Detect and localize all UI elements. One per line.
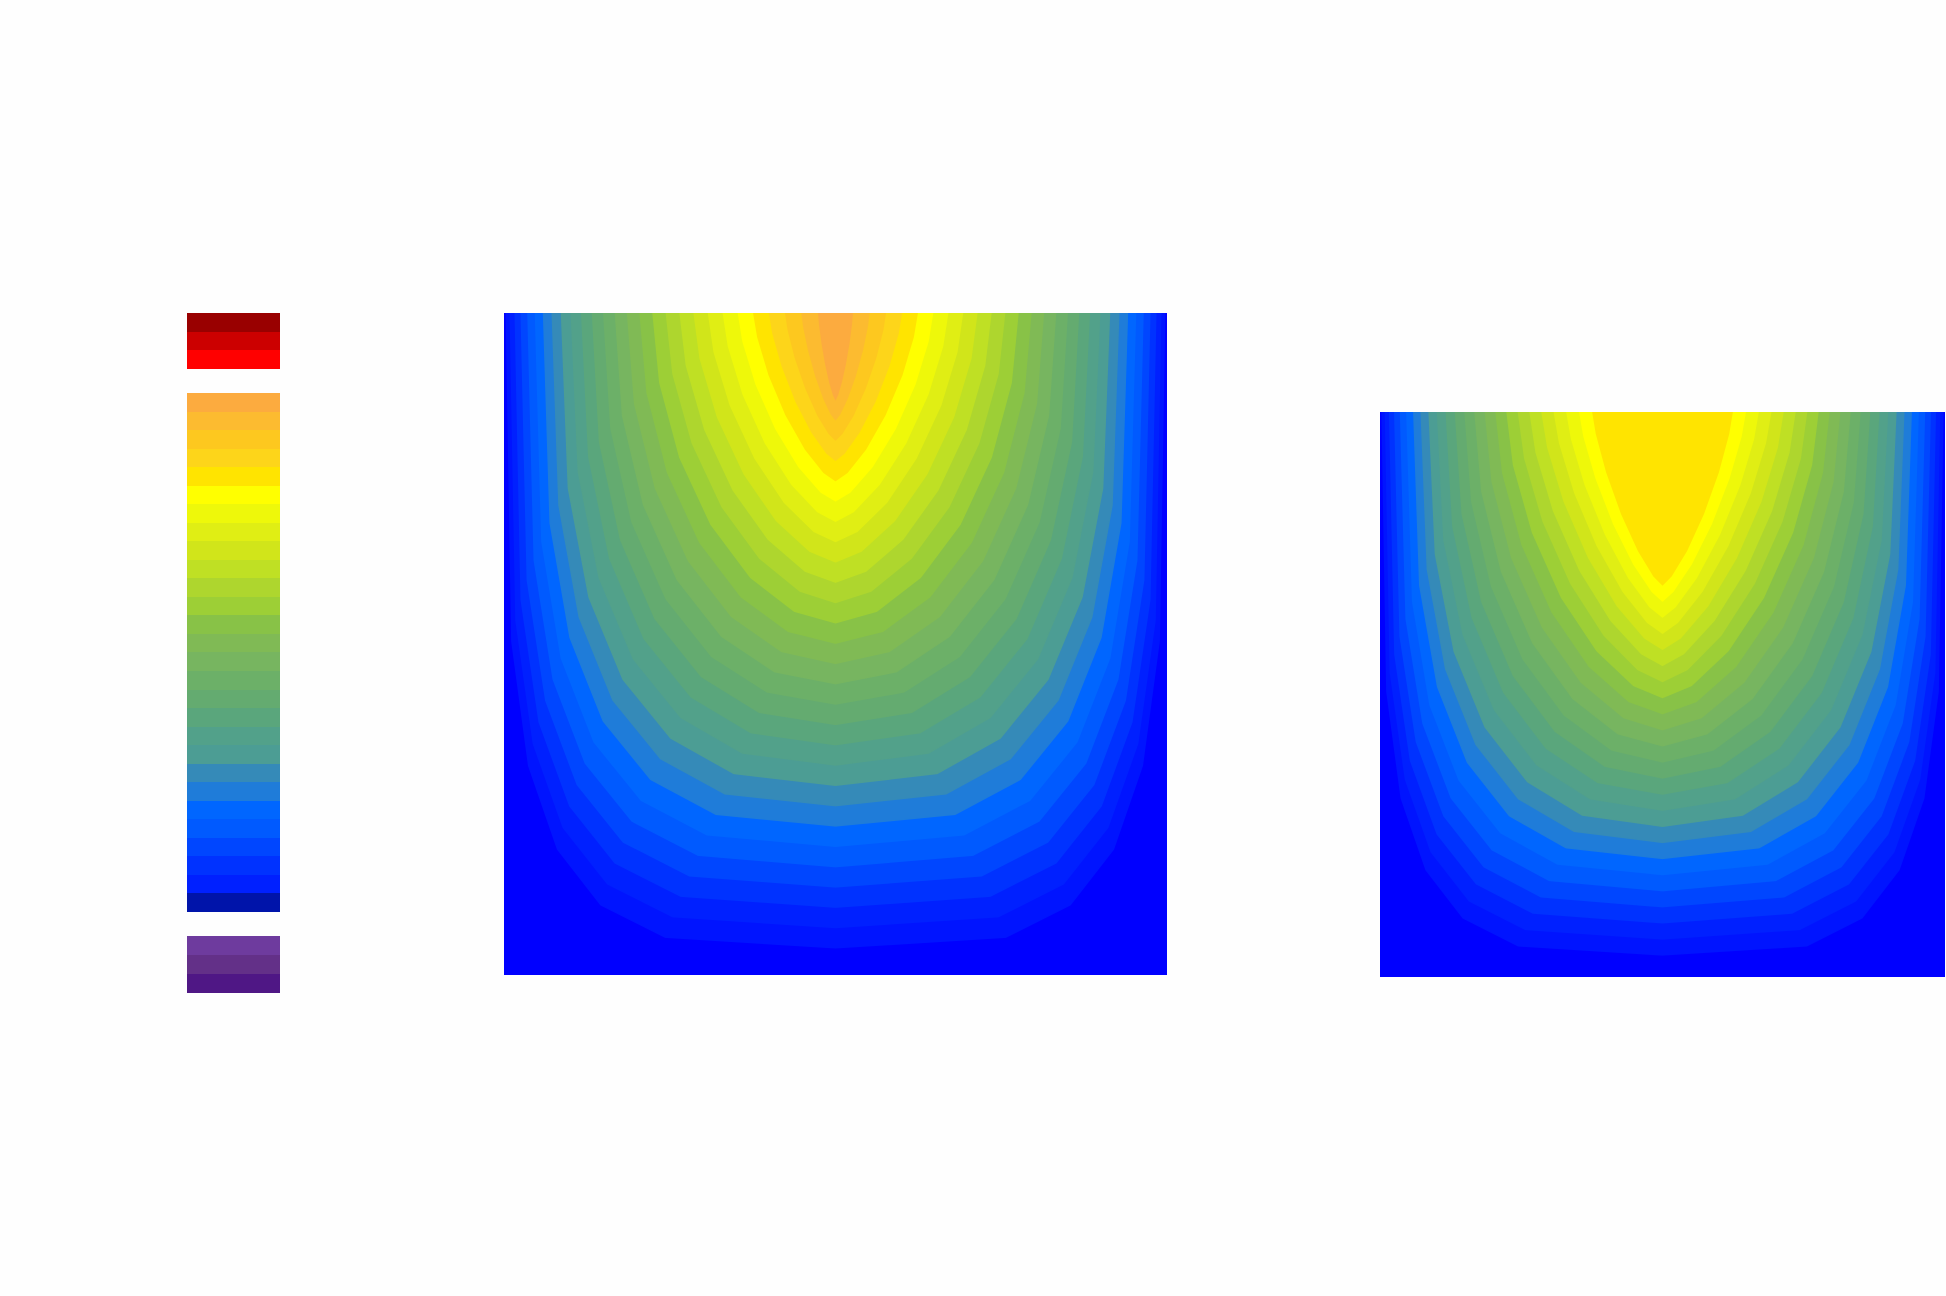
- colorbar-segment: [187, 633, 280, 653]
- colorbar-segment: [187, 615, 280, 634]
- colorbar-segment: [187, 504, 280, 523]
- colorbar-segment: [187, 430, 280, 449]
- colorbar-segment: [187, 689, 280, 709]
- colorbar-segment: [187, 596, 280, 616]
- colorbar-segment: [187, 522, 280, 542]
- colorbar-segment: [187, 800, 280, 820]
- colorbar-segment: [187, 393, 280, 412]
- colorbar-segment: [187, 726, 280, 746]
- contour-plot-left: [504, 313, 1167, 975]
- colorbar-segment: [187, 411, 280, 431]
- colorbar-over-range: [187, 313, 280, 370]
- colorbar-segment: [187, 670, 280, 690]
- colorbar-segment: [187, 893, 280, 912]
- colorbar-segment: [187, 819, 280, 838]
- colorbar-under-segment: [187, 955, 280, 974]
- colorbar-segment: [187, 467, 280, 486]
- colorbar-over-segment: [187, 331, 280, 351]
- colorbar-segment: [187, 485, 280, 505]
- colorbar-segment: [187, 448, 280, 468]
- colorbar-segment: [187, 856, 280, 875]
- colorbar-under-segment: [187, 936, 280, 955]
- colorbar: [187, 393, 280, 912]
- contour-plot-right: [1380, 412, 1945, 977]
- colorbar-segment: [187, 745, 280, 764]
- colorbar-segment: [187, 541, 280, 560]
- colorbar-under-range: [187, 936, 280, 993]
- colorbar-segment: [187, 652, 280, 671]
- colorbar-segment: [187, 782, 280, 801]
- colorbar-segment: [187, 837, 280, 857]
- colorbar-segment: [187, 559, 280, 579]
- colorbar-over-segment: [187, 313, 280, 332]
- colorbar-over-segment: [187, 350, 280, 370]
- colorbar-segment: [187, 578, 280, 597]
- colorbar-segment: [187, 708, 280, 727]
- colorbar-segment: [187, 763, 280, 783]
- colorbar-segment: [187, 874, 280, 894]
- contour-band: [818, 313, 853, 401]
- colorbar-under-segment: [187, 974, 280, 993]
- contour-band: [1592, 412, 1733, 586]
